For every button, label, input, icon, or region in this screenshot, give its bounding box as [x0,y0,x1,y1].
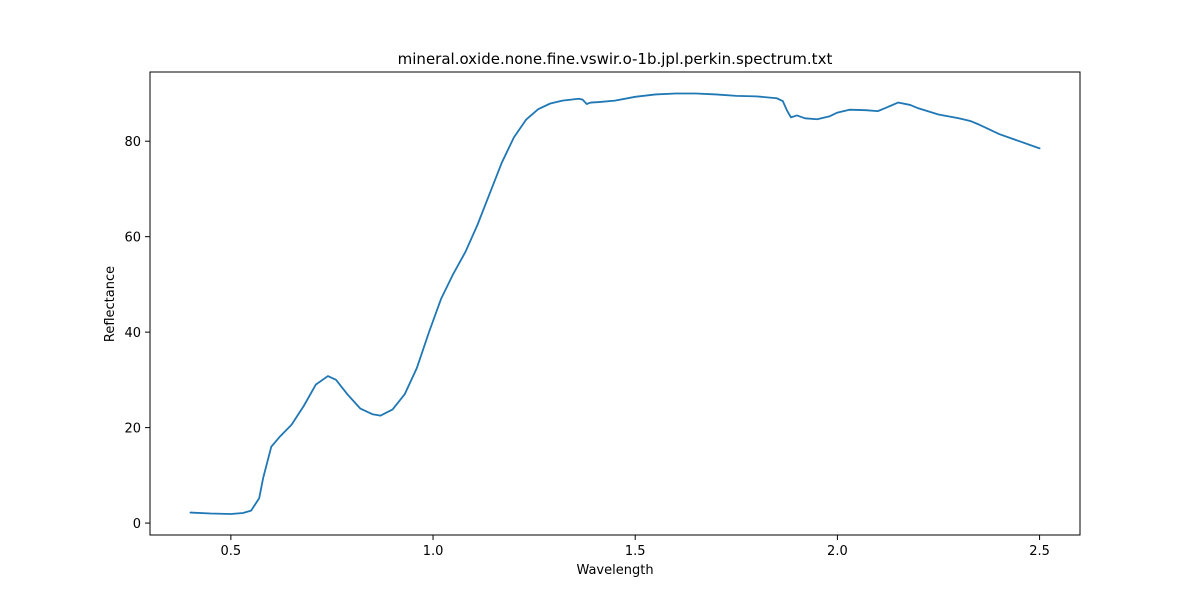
x-tick-label: 2.5 [1029,544,1050,559]
y-axis-ticks: 0 20 40 60 80 [124,135,150,532]
y-tick-label: 60 [124,231,141,246]
y-tick-label: 0 [133,517,141,532]
y-tick-label: 80 [124,135,141,150]
y-axis-label: Reflectance [103,266,118,342]
x-tick-label: 2.0 [827,544,848,559]
y-tick-label: 40 [124,326,141,341]
x-axis-label: Wavelength [576,563,653,578]
series-line-0 [189,92,1041,515]
chart-title: mineral.oxide.none.fine.vswir.o-1b.jpl.p… [398,50,833,68]
axes-frame [149,71,1081,536]
y-tick-label: 20 [124,422,141,437]
x-tick-label: 0.5 [221,544,242,559]
plot-area [149,71,1081,536]
x-axis-ticks: 0.5 1.0 1.5 2.0 2.5 [221,535,1050,559]
series-layer [189,92,1041,515]
x-tick-label: 1.0 [423,544,444,559]
x-tick-label: 1.5 [625,544,646,559]
